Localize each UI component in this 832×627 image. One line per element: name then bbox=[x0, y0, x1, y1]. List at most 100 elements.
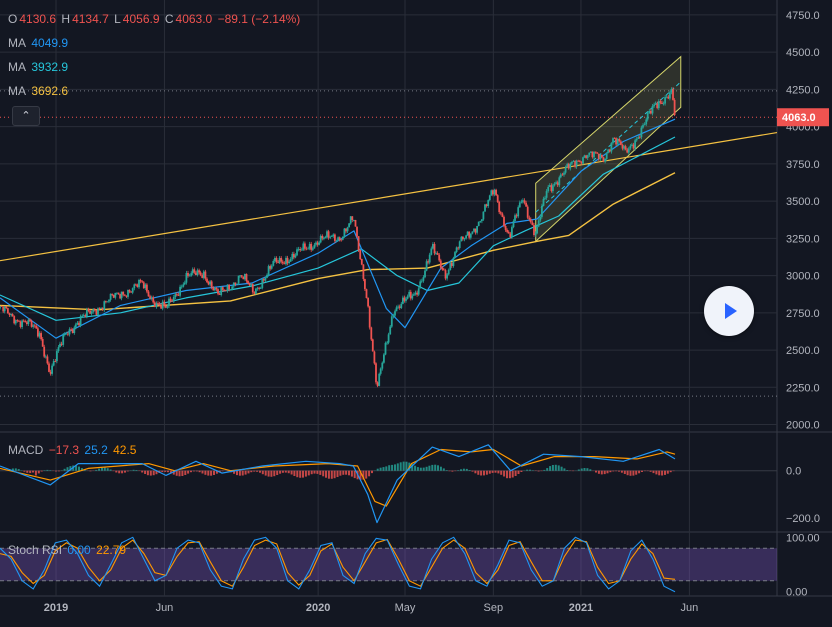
candle-body bbox=[113, 295, 115, 298]
collapse-legend-button[interactable]: ⌃ bbox=[12, 106, 40, 126]
candle-body bbox=[442, 268, 444, 270]
macd-histogram-bar bbox=[239, 471, 241, 476]
candle-body bbox=[260, 288, 262, 289]
close-value: 4063.0 bbox=[176, 12, 213, 26]
macd-histogram-bar bbox=[589, 469, 591, 471]
candle-body bbox=[176, 294, 178, 295]
candle-body bbox=[581, 162, 583, 164]
macd-histogram-bar bbox=[420, 468, 422, 471]
candle-body bbox=[549, 185, 551, 187]
ma-value: 4049.9 bbox=[31, 36, 68, 50]
macd-histogram-bar bbox=[480, 471, 482, 476]
candle-body bbox=[563, 173, 565, 175]
candle-body bbox=[557, 182, 559, 185]
candle-body bbox=[476, 226, 478, 233]
macd-histogram-bar bbox=[342, 471, 344, 475]
play-button[interactable] bbox=[704, 286, 754, 336]
price-axis[interactable]: 4750.04500.04250.04000.03750.03500.03250… bbox=[777, 10, 829, 599]
candle-body bbox=[274, 258, 276, 261]
macd-histogram-bar bbox=[204, 471, 206, 475]
candle-body bbox=[653, 105, 655, 107]
candle-body bbox=[671, 89, 673, 92]
macd-histogram-bar bbox=[538, 471, 540, 472]
candle-body bbox=[288, 262, 290, 263]
candle-body bbox=[432, 244, 434, 249]
macd-histogram-bar bbox=[495, 471, 497, 473]
candle-body bbox=[509, 234, 511, 238]
ma-legend-1[interactable]: MA 4049.9 bbox=[8, 36, 70, 50]
ma-legend-3[interactable]: MA 3692.6 bbox=[8, 84, 70, 98]
candle-body bbox=[517, 207, 519, 216]
candle-body bbox=[250, 284, 252, 285]
macd-histogram-bar bbox=[403, 462, 405, 471]
candle-body bbox=[56, 351, 58, 361]
macd-tick-label: 0.0 bbox=[786, 466, 801, 478]
macd-histogram-bar bbox=[423, 468, 425, 471]
macd-histogram-bar bbox=[288, 471, 290, 474]
macd-histogram-bar bbox=[443, 468, 445, 470]
candle-body bbox=[541, 206, 543, 217]
chevron-up-icon: ⌃ bbox=[21, 110, 30, 122]
macd-histogram-bar bbox=[641, 471, 643, 472]
candle-body bbox=[241, 275, 243, 276]
rsi-legend[interactable]: Stoch RSI 0.00 22.79 bbox=[8, 543, 128, 557]
candle-body bbox=[603, 157, 605, 161]
candle-body bbox=[356, 227, 358, 237]
macd-histogram-bar bbox=[566, 470, 568, 471]
macd-histogram-bar bbox=[250, 471, 252, 473]
macd-histogram-bar bbox=[265, 471, 267, 476]
macd-histogram-bar bbox=[621, 471, 623, 473]
candle-body bbox=[152, 297, 154, 302]
candle-body bbox=[39, 333, 41, 337]
candle-body bbox=[669, 92, 671, 98]
macd-histogram-bar bbox=[308, 471, 310, 476]
candle-body bbox=[576, 161, 578, 167]
candle-body bbox=[464, 238, 466, 239]
candle-body bbox=[126, 296, 128, 297]
candle-body bbox=[124, 295, 126, 296]
macd-histogram-bar bbox=[451, 471, 453, 472]
candle-body bbox=[69, 329, 71, 334]
candle-body bbox=[539, 217, 541, 221]
macd-histogram-bar bbox=[497, 471, 499, 474]
candle-body bbox=[421, 281, 423, 282]
candle-body bbox=[227, 285, 229, 291]
candle-body bbox=[606, 153, 608, 159]
candle-body bbox=[625, 146, 627, 149]
macd-legend[interactable]: MACD −17.3 25.2 42.5 bbox=[8, 443, 138, 457]
candle-body bbox=[415, 293, 417, 295]
macd-histogram-bar bbox=[472, 471, 474, 472]
candle-body bbox=[634, 140, 636, 148]
macd-histogram-bar bbox=[268, 471, 270, 477]
candle-body bbox=[306, 249, 308, 250]
candle-body bbox=[130, 292, 132, 293]
candle-body bbox=[184, 283, 186, 285]
candle-body bbox=[607, 150, 609, 153]
macd-histogram-bar bbox=[316, 471, 318, 474]
candle-body bbox=[282, 262, 284, 264]
macd-histogram-bar bbox=[293, 471, 295, 476]
candle-body bbox=[494, 190, 496, 195]
macd-histogram-bar bbox=[135, 470, 137, 471]
candle-body bbox=[325, 237, 327, 238]
time-tick-label: Sep bbox=[484, 602, 504, 614]
candle-body bbox=[405, 299, 407, 301]
macd-histogram-bar bbox=[515, 471, 517, 476]
change-value: −89.1 (−2.14%) bbox=[218, 12, 301, 26]
ma-legend-2[interactable]: MA 3932.9 bbox=[8, 60, 70, 74]
macd-histogram-bar bbox=[460, 469, 462, 471]
candle-body bbox=[54, 361, 56, 362]
macd-histogram-bar bbox=[107, 468, 109, 471]
candle-body bbox=[345, 229, 347, 232]
candle-body bbox=[116, 293, 118, 294]
macd-histogram-bar bbox=[299, 471, 301, 478]
candle-body bbox=[521, 202, 523, 203]
candle-body bbox=[252, 284, 254, 292]
candle-body bbox=[40, 333, 42, 339]
candle-body bbox=[238, 276, 240, 284]
macd-histogram-bar bbox=[581, 469, 583, 471]
time-tick-label: May bbox=[395, 602, 416, 614]
